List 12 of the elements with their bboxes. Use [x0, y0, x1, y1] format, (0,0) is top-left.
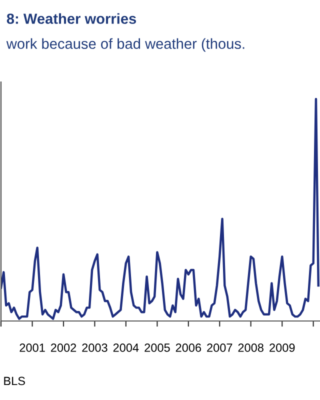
x-tick-label: 2009 — [270, 344, 295, 352]
x-tick-label: 2004 — [113, 344, 139, 352]
x-tick-label: 2001 — [20, 344, 45, 352]
x-tick-label: 2007 — [207, 344, 232, 352]
chart-subtitle: work because of bad weather (thous. — [6, 38, 244, 52]
x-tick-label: 2006 — [176, 344, 202, 352]
x-tick-label: 2005 — [144, 344, 170, 352]
x-tick-label: 2003 — [82, 344, 108, 352]
chart-title: 8: Weather worries — [6, 13, 136, 24]
x-tick-label: 2008 — [238, 344, 264, 352]
x-tick-label: 2002 — [50, 344, 76, 352]
text: BLS — [4, 376, 25, 386]
